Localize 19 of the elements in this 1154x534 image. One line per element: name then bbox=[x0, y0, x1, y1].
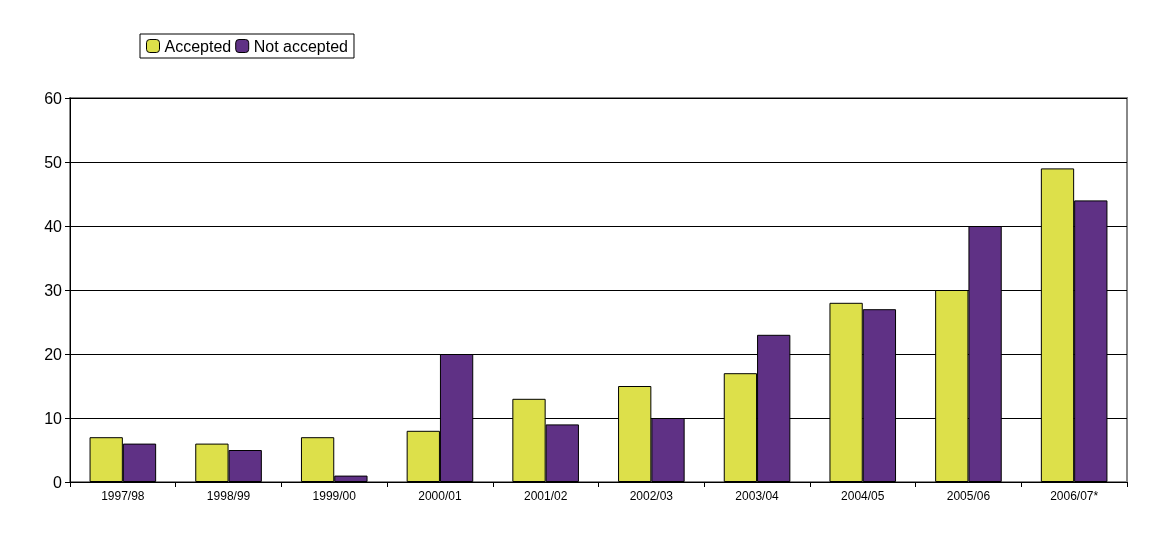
y-tick-label: 10 bbox=[44, 409, 63, 427]
y-tick-label: 30 bbox=[44, 281, 63, 299]
legend-label: Accepted bbox=[164, 37, 232, 55]
x-tick-label: 2002/03 bbox=[629, 489, 674, 503]
x-tick-label: 2005/06 bbox=[946, 489, 991, 503]
y-tick-label: 60 bbox=[44, 89, 63, 107]
y-tick-label: 20 bbox=[44, 345, 63, 363]
x-tick-label: 2001/02 bbox=[523, 489, 568, 503]
x-tick-label: 2006/07* bbox=[1050, 489, 1099, 503]
legend-label: Not accepted bbox=[253, 37, 348, 55]
y-tick-label: 40 bbox=[44, 217, 63, 235]
x-tick-label: 2003/04 bbox=[735, 489, 780, 503]
x-tick-label: 1999/00 bbox=[312, 489, 357, 503]
y-tick-label: 0 bbox=[53, 473, 63, 491]
x-tick-label: 2000/01 bbox=[418, 489, 462, 503]
x-tick-label: 1997/98 bbox=[101, 489, 145, 503]
x-tick-label: 1998/99 bbox=[206, 489, 251, 503]
y-tick-label: 50 bbox=[44, 153, 63, 171]
x-tick-label: 2004/05 bbox=[841, 489, 885, 503]
